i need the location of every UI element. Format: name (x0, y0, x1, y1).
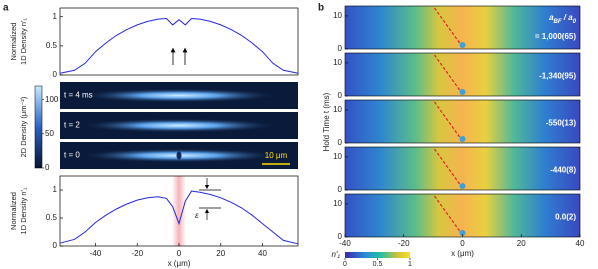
colorbar (345, 252, 410, 258)
x-tick-label: 0 (460, 239, 465, 248)
x-tick-label: -20 (131, 249, 143, 258)
heatmap-panel (344, 99, 581, 144)
heatmap-panel (344, 146, 581, 191)
panel-label: b (318, 3, 324, 14)
trajectory (434, 54, 463, 95)
header-part: BF (554, 19, 562, 25)
y-tick-label: 10 (333, 105, 342, 114)
x-tick-label: 40 (258, 249, 267, 258)
y-tick-label: 0 (338, 185, 343, 194)
center-dip (459, 89, 466, 95)
trajectory (434, 7, 463, 48)
heatmap-panel (344, 193, 581, 238)
trajectory (434, 101, 463, 142)
panel-label: t = 2 (64, 121, 80, 130)
y-axis-label: Normalized (9, 192, 18, 230)
y-tick-label: 0.5 (46, 213, 58, 222)
colorbar-tick-label: 1 (408, 261, 412, 268)
y-tick-label: 10 (333, 11, 342, 20)
colorbar-label: 2D Density (μm⁻²) (19, 96, 28, 157)
x-tick-label: -40 (339, 239, 351, 248)
colorbar-tick-label: 100 (45, 95, 59, 104)
y-tick-label: 0 (338, 91, 343, 100)
colorbar-label: n′₁ (332, 250, 341, 259)
x-tick-label: 20 (517, 239, 526, 248)
scale-bar-label: 10 μm (265, 151, 288, 160)
header-part: a (549, 13, 554, 22)
panel-label: -550(13) (546, 119, 577, 128)
y-tick-label: 10 (333, 152, 342, 161)
y-tick-label: 0 (338, 44, 343, 53)
colorbar-tick-label: 50 (45, 129, 54, 138)
y-tick-label: 0 (338, 138, 343, 147)
header-part: 0 (573, 19, 577, 25)
y-axis-label: Normalized (9, 23, 18, 61)
x-tick-label: 20 (216, 249, 225, 258)
annotation: ε (195, 211, 199, 220)
panel-label: -1,340(95) (539, 72, 576, 81)
header-part: / a (562, 13, 574, 22)
density-curve (59, 190, 299, 245)
center-dip (459, 230, 466, 236)
trajectory (434, 195, 463, 236)
atom-cloud (79, 118, 279, 133)
colorbar (34, 85, 43, 169)
x-tick-label: -20 (398, 239, 410, 248)
panel-label: = 1,000(65) (535, 32, 576, 41)
atom-cloud (79, 88, 279, 103)
y-axis-label: Hold Time t (ms) (322, 92, 331, 151)
heatmap-panel (344, 52, 581, 97)
x-tick-label: 40 (576, 239, 585, 248)
center-dip (459, 183, 466, 189)
center-dip (459, 136, 466, 142)
y-tick-label: 0 (338, 232, 343, 241)
heatmap-panel (344, 5, 581, 50)
y-tick-label: 0.5 (46, 41, 58, 50)
x-axis-label: x (μm) (168, 259, 191, 268)
highlight-band (172, 176, 186, 246)
panel-label: t = 0 (64, 151, 80, 160)
panel-label: a (3, 3, 9, 14)
colorbar-tick-label: 0 (343, 261, 347, 268)
plot-frame (59, 7, 299, 76)
density-dip (176, 151, 182, 160)
x-tick-label: -40 (90, 249, 102, 258)
trajectory (434, 148, 463, 189)
colorbar-tick-label: 0.5 (373, 261, 383, 268)
y-axis-label: 1D Density n′₁ (19, 18, 28, 65)
header: aBF / a0 (549, 13, 577, 24)
y-tick-label: 1 (53, 185, 58, 194)
density-curve (59, 17, 299, 74)
panel-label: t = 4 ms (64, 91, 93, 100)
y-tick-label: 0 (53, 70, 58, 79)
y-tick-label: 10 (333, 58, 342, 67)
center-dip (459, 42, 466, 48)
panel-label: 0.0(2) (555, 213, 576, 222)
x-tick-label: 0 (177, 249, 182, 258)
colorbar-tick-label: 0 (45, 163, 50, 172)
panel-label: -440(8) (550, 166, 576, 175)
y-tick-label: 0 (53, 241, 58, 250)
x-axis-label: x (μm) (451, 249, 474, 258)
y-tick-label: 10 (333, 199, 342, 208)
y-tick-label: 1 (53, 12, 58, 21)
y-axis-label: 1D Density n′₁ (19, 187, 28, 234)
